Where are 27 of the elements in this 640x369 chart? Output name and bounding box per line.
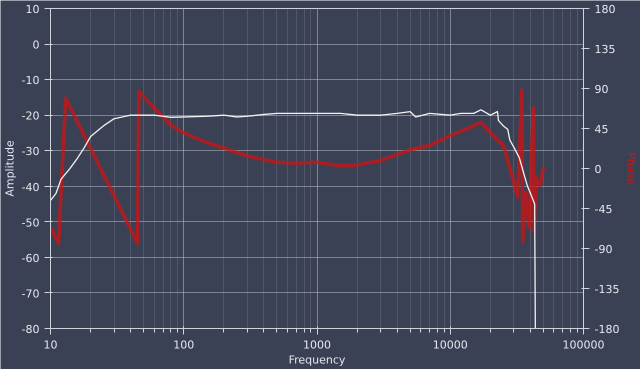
y2-axis-title: Phase [624, 152, 638, 186]
x-tick-label: 100000 [562, 338, 605, 352]
y-tick-label: -80 [22, 323, 40, 336]
y2-tick-label: -135 [594, 283, 620, 296]
y-tick-label: -60 [22, 252, 40, 265]
y-tick-label: -40 [22, 180, 40, 194]
x-axis-title: Frequency [288, 354, 346, 366]
y2-tick-label: 135 [594, 43, 616, 56]
y-tick-label: -30 [22, 145, 40, 158]
x-tick-label: 10 [44, 338, 58, 352]
x-tick-label: 10000 [432, 338, 468, 352]
y2-tick-label: 180 [594, 3, 616, 16]
y2-tick-label: -45 [594, 203, 612, 216]
y-tick-label: -70 [22, 287, 40, 300]
y-tick-label: -20 [22, 110, 40, 123]
y2-tick-label: -90 [594, 243, 612, 256]
y-tick-label: -50 [22, 216, 40, 230]
y2-tick-label: 0 [594, 163, 602, 176]
y-tick-label: 10 [26, 3, 40, 16]
y2-tick-label: 90 [594, 83, 608, 96]
y2-tick-label: -180 [594, 323, 620, 336]
y2-tick-label: 45 [594, 123, 608, 136]
x-tick-label: 1000 [303, 338, 332, 352]
y-tick-label: 0 [32, 38, 40, 52]
y-tick-label: -10 [22, 74, 40, 88]
x-tick-label: 100 [173, 338, 194, 352]
y-axis-title: Amplitude [4, 140, 17, 197]
